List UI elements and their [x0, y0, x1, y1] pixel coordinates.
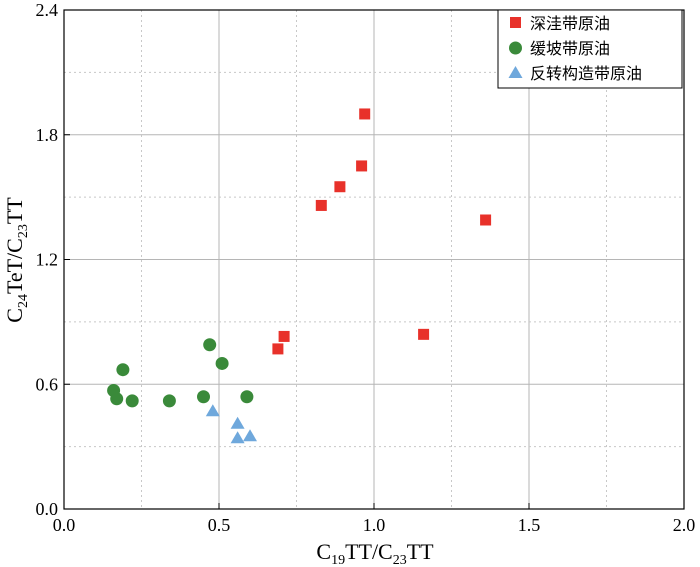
data-point-square: [480, 214, 492, 226]
legend-label: 缓坡带原油: [530, 39, 610, 58]
data-point-triangle: [230, 416, 245, 429]
y-tick-label: 1.8: [36, 125, 59, 145]
y-tick-label: 0.6: [36, 374, 59, 394]
legend-item-inversion: 反转构造带原油: [508, 64, 642, 83]
y-tick-label: 2.4: [36, 0, 59, 20]
x-title-sub: 23: [393, 553, 407, 567]
data-point-triangle: [243, 429, 257, 442]
legend: 深洼带原油 缓坡带原油 反转构造带原油: [497, 9, 683, 89]
data-point-circle: [116, 363, 130, 377]
x-axis-title: C19TT/C23TT: [316, 539, 434, 567]
data-point-triangle: [230, 431, 245, 444]
x-tick-label: 1.0: [363, 515, 386, 535]
x-tick-label: 1.5: [518, 515, 541, 535]
y-tick-label: 1.2: [36, 250, 59, 270]
data-point-square: [278, 330, 290, 342]
y-title-sub: 24: [16, 294, 31, 308]
x-tick-label: 0.0: [53, 515, 76, 535]
data-point-circle: [162, 394, 176, 408]
legend-square-marker: [510, 17, 521, 28]
legend-label: 反转构造带原油: [530, 64, 642, 83]
legend-circle-marker: [509, 41, 522, 55]
data-point-square: [359, 108, 371, 120]
data-point-circle: [110, 392, 124, 406]
data-point-circle: [215, 356, 229, 370]
data-point-circle: [125, 394, 139, 408]
x-axis-ticks: 0.0 0.5 1.0 1.5 2.0: [53, 503, 696, 535]
x-tick-label: 2.0: [673, 515, 696, 535]
data-point-circle: [240, 390, 254, 404]
y-tick-label: 0.0: [36, 499, 59, 519]
x-title-part: TT: [407, 539, 434, 564]
y-title-part: TeT/C: [2, 238, 27, 294]
y-axis-title: C24TeT/C23TT: [2, 197, 31, 323]
y-title-part: C: [2, 308, 27, 323]
data-point-square: [356, 160, 368, 172]
y-title-part: TT: [2, 197, 27, 224]
legend-triangle-marker: [508, 66, 523, 78]
legend-item-deep: 深洼带原油: [510, 14, 610, 33]
legend-box: [497, 9, 683, 89]
data-points: [107, 108, 492, 444]
plot-frame: [63, 9, 685, 510]
y-axis-ticks: 0.0 0.6 1.2 1.8 2.4: [36, 0, 70, 519]
legend-label: 深洼带原油: [530, 14, 610, 33]
legend-item-slope: 缓坡带原油: [509, 39, 610, 58]
data-point-circle: [203, 338, 217, 352]
data-point-circle: [197, 390, 210, 404]
x-title-part: TT/C: [345, 539, 393, 564]
x-title-part: C: [316, 539, 331, 564]
data-point-square: [315, 199, 327, 211]
data-point-square: [334, 181, 346, 193]
y-title-sub: 23: [16, 224, 31, 238]
x-title-sub: 19: [331, 553, 345, 567]
data-point-triangle: [205, 404, 220, 417]
data-point-square: [272, 343, 284, 355]
x-tick-label: 0.5: [208, 515, 231, 535]
data-point-square: [418, 328, 430, 340]
